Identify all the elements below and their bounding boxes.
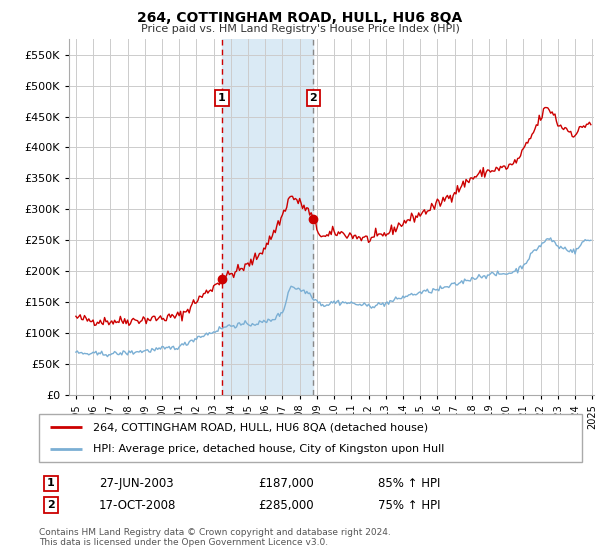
Text: 1: 1 bbox=[218, 93, 226, 103]
Text: 2: 2 bbox=[310, 93, 317, 103]
Text: Contains HM Land Registry data © Crown copyright and database right 2024.
This d: Contains HM Land Registry data © Crown c… bbox=[39, 528, 391, 547]
Text: 264, COTTINGHAM ROAD, HULL, HU6 8QA: 264, COTTINGHAM ROAD, HULL, HU6 8QA bbox=[137, 11, 463, 25]
Text: 264, COTTINGHAM ROAD, HULL, HU6 8QA (detached house): 264, COTTINGHAM ROAD, HULL, HU6 8QA (det… bbox=[94, 422, 428, 432]
Text: 85% ↑ HPI: 85% ↑ HPI bbox=[378, 477, 440, 490]
FancyBboxPatch shape bbox=[39, 414, 582, 462]
Text: £187,000: £187,000 bbox=[258, 477, 314, 490]
Text: 27-JUN-2003: 27-JUN-2003 bbox=[99, 477, 173, 490]
Text: 2: 2 bbox=[47, 500, 55, 510]
Text: 1: 1 bbox=[47, 478, 55, 488]
Text: HPI: Average price, detached house, City of Kingston upon Hull: HPI: Average price, detached house, City… bbox=[94, 444, 445, 454]
Text: 17-OCT-2008: 17-OCT-2008 bbox=[99, 498, 176, 512]
Text: Price paid vs. HM Land Registry's House Price Index (HPI): Price paid vs. HM Land Registry's House … bbox=[140, 24, 460, 34]
Text: 75% ↑ HPI: 75% ↑ HPI bbox=[378, 498, 440, 512]
Text: £285,000: £285,000 bbox=[258, 498, 314, 512]
Bar bbox=[222, 39, 313, 395]
